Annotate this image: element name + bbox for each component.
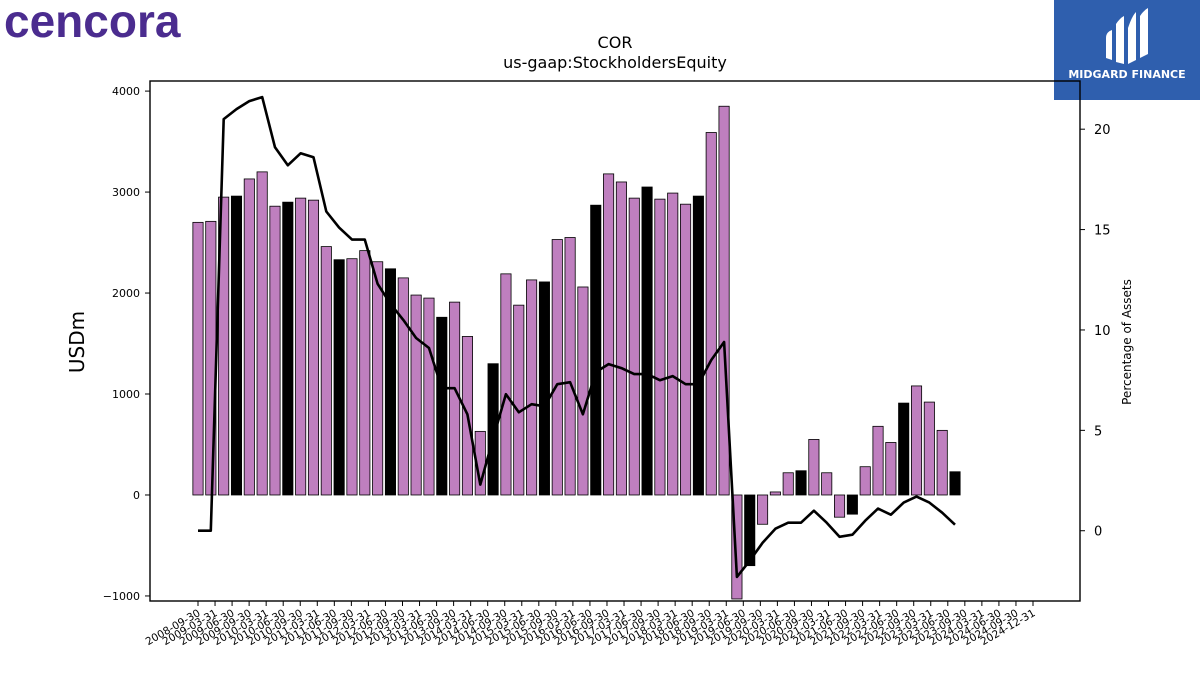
bar-2008-09-30 (192, 221, 204, 496)
y2-tick-label: 20 (1094, 123, 1111, 138)
y2-tick-label: 15 (1094, 224, 1111, 239)
bar-2014-06-30 (487, 363, 499, 496)
bar-2013-03-31 (423, 297, 435, 496)
badge-text: MIDGARD FINANCE (1068, 68, 1186, 81)
bar-2011-06-30 (333, 259, 345, 496)
bar-2012-09-30 (397, 277, 409, 496)
bar-2009-12-31 (256, 171, 268, 496)
y2-tick-label: 0 (1094, 525, 1102, 540)
bar-2019-06-30 (744, 494, 756, 567)
bar-2013-06-30 (436, 316, 448, 496)
bar-2019-09-30 (757, 494, 769, 525)
y-tick-label: 4000 (112, 85, 140, 98)
bar-2014-09-30 (500, 273, 512, 496)
bar-2023-03-31 (936, 429, 948, 496)
bar-2018-12-31 (718, 105, 730, 496)
bar-2016-03-31 (577, 286, 589, 496)
bar-2018-03-31 (680, 203, 692, 496)
bar-2010-12-31 (307, 199, 320, 496)
bar-2011-09-30 (346, 258, 358, 496)
y-axis-label: USDm (65, 311, 89, 373)
bar-2010-06-30 (282, 201, 294, 496)
bar-2022-06-30 (898, 402, 910, 496)
y2-tick-label: 5 (1094, 424, 1102, 439)
y-tick-label: 1000 (112, 388, 140, 401)
bar-2019-03-31 (731, 494, 743, 600)
chart-subtitle: us-gaap:StockholdersEquity (503, 53, 727, 72)
y2-tick-label: 10 (1094, 324, 1111, 339)
midgard-finance-badge: MIDGARD FINANCE (1054, 0, 1200, 100)
bar-2020-06-30 (795, 470, 807, 496)
bars-layer (192, 105, 961, 600)
y-tick-label: 2000 (112, 287, 140, 300)
bar-2010-09-30 (295, 197, 307, 496)
plot-frame (149, 80, 1081, 602)
bar-2017-06-30 (641, 186, 653, 496)
bar-2012-06-30 (384, 268, 396, 496)
cencora-logo: cencora (4, 0, 181, 47)
bar-2015-12-31 (564, 237, 576, 496)
percentage-of-assets-line (198, 95, 956, 579)
y2-axis-label: Percentage of Assets (1120, 279, 1134, 405)
y-tick-label: 0 (133, 489, 140, 502)
bar-2009-03-31 (218, 196, 230, 496)
bar-2010-03-31 (269, 205, 281, 496)
bar-2009-09-30 (243, 178, 255, 496)
bar-2018-09-30 (705, 132, 717, 496)
bar-2016-09-30 (603, 173, 615, 496)
chart-title: COR (598, 33, 633, 52)
bar-2022-09-30 (910, 385, 923, 496)
bar-2018-06-30 (692, 195, 704, 496)
line-layer (198, 95, 956, 579)
bar-2022-12-31 (923, 401, 935, 496)
bar-2012-12-31 (410, 294, 422, 496)
bar-2017-12-31 (667, 192, 679, 496)
bar-2011-03-31 (320, 246, 332, 496)
bar-2015-09-30 (551, 239, 563, 496)
bar-2017-03-31 (628, 197, 640, 496)
y-tick-label: −1000 (103, 590, 140, 603)
bar-2015-06-30 (538, 281, 550, 496)
bar-2019-12-31 (769, 491, 781, 496)
bar-2012-03-31 (372, 261, 384, 496)
bar-2021-12-31 (872, 425, 884, 496)
bar-2016-12-31 (615, 181, 627, 496)
bar-2009-06-30 (230, 195, 243, 496)
bar-2022-03-31 (885, 442, 897, 496)
bar-2015-03-31 (526, 279, 538, 496)
bar-2017-09-30 (654, 198, 666, 496)
bar-2021-03-31 (834, 494, 846, 518)
bar-2011-12-31 (359, 250, 371, 496)
bar-2016-06-30 (590, 204, 602, 496)
bar-2020-12-31 (821, 472, 833, 496)
bar-2021-06-30 (846, 494, 858, 515)
bar-2020-03-31 (782, 472, 794, 496)
bar-2023-06-30 (949, 471, 961, 496)
midgard-logo-icon (1106, 8, 1148, 64)
bar-2021-09-30 (859, 466, 871, 496)
axes-layer: −100001000200030004000051015202008-09-30… (103, 80, 1111, 648)
bar-2014-12-31 (513, 304, 525, 496)
bar-2020-09-30 (808, 439, 820, 496)
bar-2013-09-30 (449, 301, 461, 496)
y-tick-label: 3000 (112, 186, 140, 199)
